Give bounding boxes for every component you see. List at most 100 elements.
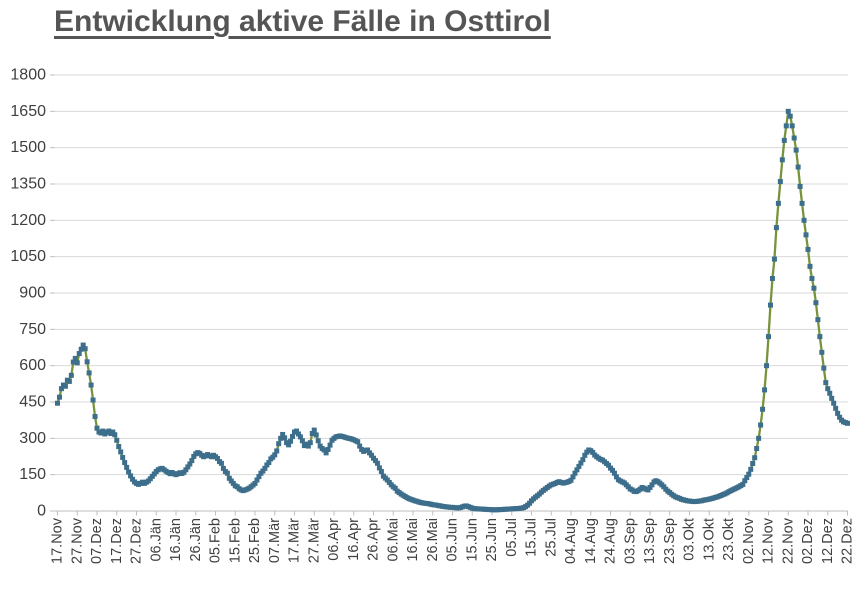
data-point-marker	[254, 477, 260, 483]
data-point-marker	[110, 429, 116, 435]
data-point-marker	[357, 443, 363, 449]
data-point-marker	[831, 400, 837, 406]
data-point-marker	[92, 414, 98, 420]
data-point-marker	[74, 360, 80, 366]
data-point-marker	[811, 285, 817, 291]
data-point-marker	[290, 433, 296, 439]
data-point-marker	[746, 471, 752, 477]
data-point-marker	[773, 225, 779, 231]
y-tick-label: 150	[19, 466, 46, 483]
data-point-marker	[611, 470, 617, 476]
data-point-marker	[817, 334, 823, 340]
data-point-marker	[86, 370, 92, 376]
data-point-marker	[823, 380, 829, 386]
x-tick-label: 27.Nov	[69, 517, 85, 564]
data-point-marker	[760, 406, 766, 412]
x-tick-label: 25.Jun	[484, 518, 500, 562]
data-point-marker	[833, 405, 839, 411]
x-tick-label: 03.Okt	[682, 518, 698, 561]
x-tick-label: 27.Mär	[306, 518, 322, 563]
y-tick-label: 1200	[10, 212, 46, 229]
data-point-marker	[70, 359, 76, 365]
x-tick-label: 15.Jun	[464, 518, 480, 562]
data-point-marker	[771, 256, 777, 262]
x-tick-label: 06.Mai	[385, 518, 401, 562]
y-tick-label: 0	[37, 503, 46, 520]
y-tick-label: 1800	[10, 67, 46, 84]
data-point-marker	[214, 455, 220, 461]
data-point-marker	[293, 428, 299, 434]
data-point-marker	[781, 137, 787, 143]
data-point-marker	[84, 359, 90, 365]
data-point-marker	[260, 468, 266, 474]
x-tick-label: 04.Aug	[563, 518, 579, 564]
data-point-marker	[807, 263, 813, 269]
data-point-marker	[90, 397, 96, 403]
x-tick-label: 07.Mär	[267, 518, 283, 563]
data-point-marker	[376, 465, 382, 471]
data-point-marker	[767, 302, 773, 308]
data-point-marker	[756, 435, 762, 441]
data-point-marker	[62, 383, 68, 389]
data-point-marker	[122, 460, 128, 466]
x-tick-label: 16.Mai	[405, 518, 421, 562]
data-point-marker	[118, 449, 124, 455]
data-point-marker	[278, 435, 284, 441]
data-point-marker	[827, 390, 833, 396]
data-point-marker	[295, 431, 301, 437]
data-point-marker	[321, 447, 327, 453]
x-tick-label: 12.Dez	[820, 518, 836, 564]
y-tick-label: 450	[19, 394, 46, 411]
data-point-marker	[323, 450, 329, 456]
data-point-marker	[606, 462, 612, 468]
data-point-marker	[740, 481, 746, 487]
data-point-marker	[311, 427, 317, 433]
x-tick-label: 26.Apr	[366, 518, 382, 561]
data-point-marker	[766, 334, 771, 340]
data-point-marker	[280, 431, 286, 437]
y-tick-label: 900	[19, 285, 46, 302]
axis-ticks	[50, 74, 848, 516]
data-point-marker	[647, 485, 653, 490]
data-point-marker	[791, 135, 797, 141]
x-tick-label: 15.Feb	[227, 518, 243, 563]
data-point-marker	[762, 387, 768, 393]
data-point-marker	[187, 461, 193, 467]
data-point-marker	[785, 108, 791, 114]
data-point-marker	[365, 447, 371, 453]
x-tick-label: 17.Dez	[109, 518, 125, 564]
data-point-marker	[649, 482, 655, 488]
data-point-marker	[779, 157, 785, 163]
data-point-marker	[813, 300, 819, 306]
series-markers	[55, 108, 850, 513]
data-point-marker	[582, 452, 588, 458]
data-point-marker	[66, 378, 72, 384]
chart-title: Entwicklung aktive Fälle in Osttirol	[54, 5, 551, 38]
data-point-marker	[226, 475, 232, 481]
x-tick-label: 24.Aug	[603, 518, 619, 564]
data-point-marker	[297, 434, 303, 440]
data-point-marker	[114, 437, 120, 443]
x-tick-label: 17.Mär	[287, 518, 303, 563]
data-point-marker	[805, 246, 811, 252]
x-tick-label: 13.Sep	[642, 518, 658, 564]
y-tick-label: 1500	[10, 139, 46, 156]
data-point-marker	[369, 452, 375, 458]
data-point-marker	[282, 435, 288, 441]
data-point-marker	[272, 452, 278, 458]
data-point-marker	[218, 460, 224, 466]
y-tick-label: 1650	[10, 103, 46, 120]
x-tick-label: 23.Sep	[662, 518, 678, 564]
data-point-marker	[777, 179, 783, 185]
data-point-marker	[262, 465, 268, 471]
x-tick-label: 22.Dez	[840, 518, 856, 564]
data-point-marker	[315, 438, 321, 444]
data-point-marker	[126, 469, 132, 475]
data-point-marker	[819, 349, 825, 355]
data-point-marker	[815, 317, 821, 323]
data-point-marker	[374, 460, 380, 466]
x-tick-label: 03.Sep	[622, 518, 638, 564]
data-point-marker	[758, 422, 764, 428]
data-point-marker	[327, 442, 333, 448]
